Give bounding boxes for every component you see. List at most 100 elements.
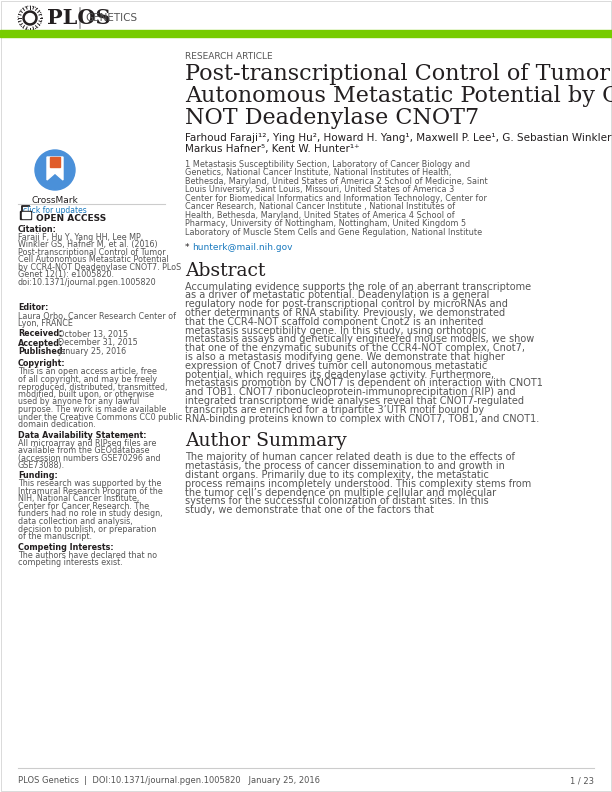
Text: Cancer Research, National Cancer Institute , National Institutes of: Cancer Research, National Cancer Institu… xyxy=(185,203,455,211)
Circle shape xyxy=(26,13,34,22)
Text: and TOB1. CNOT7 ribonucleoprotein-immunoprecipitation (RIP) and: and TOB1. CNOT7 ribonucleoprotein-immuno… xyxy=(185,387,515,397)
Circle shape xyxy=(35,150,75,190)
Text: Post-transcriptional Control of Tumor: Post-transcriptional Control of Tumor xyxy=(18,248,166,257)
Text: process remains incompletely understood. This complexity stems from: process remains incompletely understood.… xyxy=(185,478,531,489)
Bar xyxy=(50,157,60,167)
Bar xyxy=(20,211,31,219)
Text: used by anyone for any lawful: used by anyone for any lawful xyxy=(18,398,140,406)
Text: All microarray and RIPseq files are: All microarray and RIPseq files are xyxy=(18,439,157,447)
Text: CrossMark: CrossMark xyxy=(32,196,78,205)
Text: as a driver of metastatic potential. Deadenylation is a general: as a driver of metastatic potential. Dea… xyxy=(185,291,490,300)
Text: data collection and analysis,: data collection and analysis, xyxy=(18,517,133,526)
Text: October 13, 2015: October 13, 2015 xyxy=(58,329,128,338)
Text: Genetics, National Cancer Institute, National Institutes of Health,: Genetics, National Cancer Institute, Nat… xyxy=(185,169,452,177)
Text: Genet 12(1): e1005820.: Genet 12(1): e1005820. xyxy=(18,271,114,280)
Text: The authors have declared that no: The authors have declared that no xyxy=(18,550,157,559)
Text: click for updates: click for updates xyxy=(23,206,87,215)
Text: domain dedication.: domain dedication. xyxy=(18,420,95,429)
Text: Copyright:: Copyright: xyxy=(18,360,65,368)
Text: of all copyright, and may be freely: of all copyright, and may be freely xyxy=(18,375,157,384)
Text: 1 Metastasis Susceptibility Section, Laboratory of Cancer Biology and: 1 Metastasis Susceptibility Section, Lab… xyxy=(185,160,470,169)
Text: OPEN ACCESS: OPEN ACCESS xyxy=(36,214,106,223)
Text: that the CCR4-NOT scaffold component Cnot2 is an inherited: that the CCR4-NOT scaffold component Cno… xyxy=(185,317,483,326)
Text: Post-transcriptional Control of Tumor Cell: Post-transcriptional Control of Tumor Ce… xyxy=(185,63,612,85)
Text: hunterk@mail.nih.gov: hunterk@mail.nih.gov xyxy=(192,243,293,253)
Text: Funding:: Funding: xyxy=(18,471,58,481)
Text: Accepted:: Accepted: xyxy=(18,338,63,348)
Text: GENETICS: GENETICS xyxy=(85,13,137,23)
Text: This research was supported by the: This research was supported by the xyxy=(18,479,162,489)
Text: regulatory node for post-transcriptional control by microRNAs and: regulatory node for post-transcriptional… xyxy=(185,299,508,309)
Text: systems for the successful colonization of distant sites. In this: systems for the successful colonization … xyxy=(185,497,488,506)
Text: Abstract: Abstract xyxy=(185,261,266,280)
Text: purpose. The work is made available: purpose. The work is made available xyxy=(18,405,166,414)
Text: Received:: Received: xyxy=(18,329,62,338)
Text: Autonomous Metastatic Potential by CCR4-: Autonomous Metastatic Potential by CCR4- xyxy=(185,85,612,107)
Text: Citation:: Citation: xyxy=(18,225,57,234)
Text: Markus Hafner⁵, Kent W. Hunter¹⁺: Markus Hafner⁵, Kent W. Hunter¹⁺ xyxy=(185,144,360,154)
Text: under the Creative Commons CC0 public: under the Creative Commons CC0 public xyxy=(18,413,182,421)
Text: Intramural Research Program of the: Intramural Research Program of the xyxy=(18,487,163,496)
Text: The majority of human cancer related death is due to the effects of: The majority of human cancer related dea… xyxy=(185,452,515,463)
Text: doi:10.1371/journal.pgen.1005820: doi:10.1371/journal.pgen.1005820 xyxy=(18,278,157,287)
Text: metastasis susceptibility gene. In this study, using orthotopic: metastasis susceptibility gene. In this … xyxy=(185,326,487,336)
Text: PLOS: PLOS xyxy=(47,8,111,28)
Text: Farhoud Faraji¹², Ying Hu², Howard H. Yang¹, Maxwell P. Lee¹, G. Sebastian Winkl: Farhoud Faraji¹², Ying Hu², Howard H. Ya… xyxy=(185,133,612,143)
Text: potential, which requires its deadenylase activity. Furthermore,: potential, which requires its deadenylas… xyxy=(185,370,494,379)
Text: metastasis, the process of cancer dissemination to and growth in: metastasis, the process of cancer dissem… xyxy=(185,461,505,471)
Text: decision to publish, or preparation: decision to publish, or preparation xyxy=(18,524,156,534)
Text: Center for Biomedical Informatics and Information Technology, Center for: Center for Biomedical Informatics and In… xyxy=(185,194,487,203)
Text: Winkler GS, Hafner M, et al. (2016): Winkler GS, Hafner M, et al. (2016) xyxy=(18,241,158,249)
Text: funders had no role in study design,: funders had no role in study design, xyxy=(18,509,163,519)
Text: Bethesda, Maryland, United States of America 2 School of Medicine, Saint: Bethesda, Maryland, United States of Ame… xyxy=(185,177,488,186)
Text: 1 / 23: 1 / 23 xyxy=(570,776,594,785)
Text: Faraji F, Hu Y, Yang HH, Lee MP,: Faraji F, Hu Y, Yang HH, Lee MP, xyxy=(18,233,143,242)
Text: Competing Interests:: Competing Interests: xyxy=(18,543,114,551)
Text: PLOS Genetics  |  DOI:10.1371/journal.pgen.1005820   January 25, 2016: PLOS Genetics | DOI:10.1371/journal.pgen… xyxy=(18,776,320,785)
Circle shape xyxy=(23,11,37,25)
Polygon shape xyxy=(47,157,63,180)
Text: other determinants of RNA stability. Previously, we demonstrated: other determinants of RNA stability. Pre… xyxy=(185,308,505,318)
Text: December 31, 2015: December 31, 2015 xyxy=(58,338,138,348)
Bar xyxy=(21,212,29,218)
Text: RESEARCH ARTICLE: RESEARCH ARTICLE xyxy=(185,52,272,61)
Text: Author Summary: Author Summary xyxy=(185,432,347,451)
Text: January 25, 2016: January 25, 2016 xyxy=(58,348,126,356)
Text: reproduced, distributed, transmitted,: reproduced, distributed, transmitted, xyxy=(18,383,167,391)
Text: expression of Cnot7 drives tumor cell autonomous metastatic: expression of Cnot7 drives tumor cell au… xyxy=(185,360,487,371)
Text: modified, built upon, or otherwise: modified, built upon, or otherwise xyxy=(18,390,154,399)
Text: metastasis promotion by CNOT7 is dependent on interaction with CNOT1: metastasis promotion by CNOT7 is depende… xyxy=(185,379,543,388)
Text: integrated transcriptome wide analyses reveal that CNOT7-regulated: integrated transcriptome wide analyses r… xyxy=(185,396,524,406)
Text: Editor:: Editor: xyxy=(18,303,48,313)
Text: Data Availability Statement:: Data Availability Statement: xyxy=(18,431,146,440)
Text: of the manuscript.: of the manuscript. xyxy=(18,532,92,541)
Text: Louis University, Saint Louis, Missouri, United States of America 3: Louis University, Saint Louis, Missouri,… xyxy=(185,185,454,195)
Text: by CCR4-NOT Deadenylase CNOT7. PLoS: by CCR4-NOT Deadenylase CNOT7. PLoS xyxy=(18,263,181,272)
Text: competing interests exist.: competing interests exist. xyxy=(18,558,123,567)
Text: distant organs. Primarily due to its complexity, the metastatic: distant organs. Primarily due to its com… xyxy=(185,470,489,480)
Text: Lyon, FRANCE: Lyon, FRANCE xyxy=(18,319,73,328)
Text: transcripts are enriched for a tripartite 3’UTR motif bound by: transcripts are enriched for a tripartit… xyxy=(185,405,484,415)
Text: study, we demonstrate that one of the factors that: study, we demonstrate that one of the fa… xyxy=(185,505,434,515)
Text: (accession numbers GSE70296 and: (accession numbers GSE70296 and xyxy=(18,454,160,463)
Bar xyxy=(0,30,612,37)
Text: Laura Orbo, Cancer Research Center of: Laura Orbo, Cancer Research Center of xyxy=(18,311,176,321)
Text: Cell Autonomous Metastatic Potential: Cell Autonomous Metastatic Potential xyxy=(18,256,169,265)
Text: This is an open access article, free: This is an open access article, free xyxy=(18,367,157,376)
Text: Health, Bethesda, Maryland, United States of America 4 School of: Health, Bethesda, Maryland, United State… xyxy=(185,211,455,220)
Text: Accumulating evidence supports the role of an aberrant transcriptome: Accumulating evidence supports the role … xyxy=(185,281,531,291)
Text: that one of the enzymatic subunits of the CCR4-NOT complex, Cnot7,: that one of the enzymatic subunits of th… xyxy=(185,343,525,353)
Text: Published:: Published: xyxy=(18,348,66,356)
Text: GSE73088).: GSE73088). xyxy=(18,461,65,470)
Text: Pharmacy, University of Nottingham, Nottingham, United Kingdom 5: Pharmacy, University of Nottingham, Nott… xyxy=(185,219,466,229)
Text: the tumor cell’s dependence on multiple cellular and molecular: the tumor cell’s dependence on multiple … xyxy=(185,488,496,497)
Text: available from the GEOdatabase: available from the GEOdatabase xyxy=(18,446,149,455)
Text: NIH, National Cancer Institute,: NIH, National Cancer Institute, xyxy=(18,494,140,504)
Text: metastasis assays and genetically engineered mouse models, we show: metastasis assays and genetically engine… xyxy=(185,334,534,345)
Text: is also a metastasis modifying gene. We demonstrate that higher: is also a metastasis modifying gene. We … xyxy=(185,352,505,362)
Text: NOT Deadenylase CNOT7: NOT Deadenylase CNOT7 xyxy=(185,107,479,129)
Text: Center for Cancer Research. The: Center for Cancer Research. The xyxy=(18,502,149,511)
Text: *: * xyxy=(185,243,192,253)
Text: RNA-binding proteins known to complex with CNOT7, TOB1, and CNOT1.: RNA-binding proteins known to complex wi… xyxy=(185,413,539,424)
Text: Laboratory of Muscle Stem Cells and Gene Regulation, National Institute: Laboratory of Muscle Stem Cells and Gene… xyxy=(185,228,482,237)
